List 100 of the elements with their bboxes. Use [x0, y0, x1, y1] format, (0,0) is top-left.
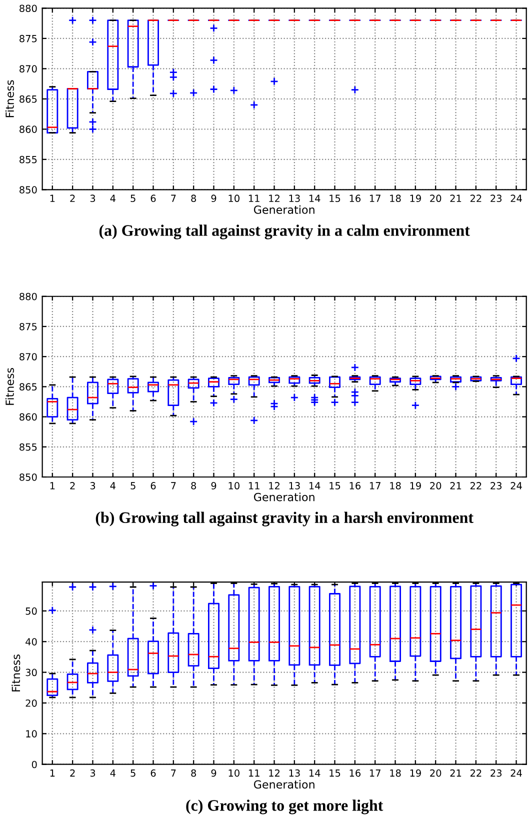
y-axis-title: Fitness [12, 654, 20, 692]
y-tick-label: 0 [32, 760, 37, 768]
x-tick-label: 19 [410, 769, 421, 777]
x-tick-label: 1 [50, 482, 55, 490]
x-tick-label: 12 [269, 769, 280, 777]
x-tick-label: 13 [289, 482, 300, 490]
x-tick-label: 20 [430, 769, 442, 777]
x-tick-label: 18 [390, 482, 401, 490]
x-tick-label: 11 [248, 482, 260, 490]
y-tick-label: 865 [20, 95, 37, 103]
y-tick-label: 880 [20, 4, 37, 12]
x-tick-label: 16 [350, 482, 360, 490]
x-tick-label: 8 [191, 194, 196, 202]
x-tick-label: 3 [90, 482, 96, 490]
x-tick-label: 13 [289, 194, 300, 202]
y-axis-title: Fitness [5, 368, 14, 405]
x-tick-label: 10 [228, 482, 240, 490]
x-tick-label: 17 [370, 194, 380, 202]
x-tick-label: 11 [248, 770, 260, 777]
x-tick-label: 16 [350, 769, 360, 777]
x-tick-label: 21 [450, 194, 462, 202]
x-tick-label: 14 [309, 770, 320, 777]
x-tick-label: 5 [130, 770, 136, 777]
x-tick-label: 4 [110, 482, 116, 490]
x-tick-label: 23 [490, 482, 502, 490]
x-tick-label: 21 [450, 482, 462, 490]
x-tick-label: 22 [470, 769, 482, 777]
x-tick-label: 9 [211, 482, 216, 490]
x-axis-title: Generation [254, 205, 314, 214]
x-tick-label: 1 [50, 194, 55, 202]
x-tick-label: 24 [510, 194, 522, 202]
x-tick-label: 7 [171, 194, 176, 202]
x-tick-label: 22 [470, 482, 482, 490]
x-tick-label: 15 [330, 482, 340, 490]
x-tick-label: 4 [110, 194, 116, 202]
x-axis-title: Generation [254, 492, 314, 502]
x-tick-label: 18 [390, 194, 401, 202]
text: (c) Growing to get more light [186, 800, 384, 814]
x-tick-label: 15 [330, 770, 340, 777]
x-tick-label: 8 [191, 769, 196, 777]
x-tick-label: 23 [490, 194, 502, 202]
x-tick-label: 12 [269, 482, 280, 490]
x-tick-label: 20 [430, 194, 442, 202]
x-tick-label: 17 [370, 482, 380, 490]
x-tick-label: 5 [130, 194, 136, 202]
x-tick-label: 14 [309, 194, 320, 202]
x-tick-label: 21 [450, 769, 462, 777]
x-tick-label: 20 [430, 482, 442, 490]
x-tick-label: 16 [350, 194, 360, 202]
x-tick-label: 5 [130, 482, 136, 490]
y-tick-label: 860 [20, 126, 37, 134]
x-tick-label: 10 [228, 769, 240, 777]
text: (b) Growing tall against gravity in a harsh environment [96, 512, 474, 526]
y-tick-label: 880 [20, 292, 37, 300]
x-tick-label: 12 [269, 194, 280, 202]
x-tick-label: 10 [228, 194, 240, 202]
x-tick-label: 19 [410, 194, 421, 202]
y-tick-label: 855 [20, 443, 37, 451]
y-tick-label: 850 [20, 473, 37, 481]
x-tick-label: 2 [70, 482, 75, 490]
x-tick-label: 15 [330, 194, 340, 202]
x-tick-label: 11 [248, 194, 260, 202]
x-tick-label: 22 [470, 194, 482, 202]
y-axis-title: Fitness [5, 80, 14, 118]
x-tick-label: 24 [510, 769, 522, 777]
y-tick-label: 875 [20, 34, 37, 42]
y-tick-label: 850 [20, 186, 37, 194]
x-tick-label: 2 [70, 194, 75, 202]
x-tick-label: 4 [110, 770, 116, 777]
x-tick-label: 6 [150, 194, 156, 202]
x-tick-label: 6 [150, 769, 156, 777]
y-tick-label: 875 [20, 322, 37, 330]
y-tick-label: 870 [20, 65, 37, 73]
text: (a) Growing tall against gravity in a calm environment [99, 224, 470, 240]
x-tick-label: 3 [90, 769, 96, 777]
x-tick-label: 24 [510, 482, 522, 490]
x-tick-label: 7 [171, 770, 176, 777]
y-tick-label: 50 [26, 607, 37, 615]
y-tick-label: 865 [20, 383, 37, 391]
x-tick-label: 8 [191, 482, 196, 490]
x-tick-label: 18 [390, 769, 401, 777]
y-tick-label: 10 [26, 730, 37, 738]
x-tick-label: 2 [70, 769, 75, 777]
y-tick-label: 860 [20, 413, 37, 421]
x-tick-label: 14 [309, 482, 320, 490]
x-tick-label: 13 [289, 769, 300, 777]
y-tick-label: 20 [26, 699, 37, 707]
x-tick-label: 17 [370, 770, 380, 777]
x-tick-label: 23 [490, 769, 502, 777]
x-tick-label: 9 [211, 769, 216, 777]
x-tick-label: 9 [211, 194, 216, 202]
y-tick-label: 870 [20, 353, 37, 360]
y-tick-label: 30 [26, 668, 37, 676]
x-tick-label: 3 [90, 194, 96, 202]
x-tick-label: 6 [150, 482, 156, 490]
y-tick-label: 855 [20, 156, 37, 164]
x-tick-label: 7 [171, 482, 176, 490]
x-axis-title: Generation [254, 780, 314, 789]
y-tick-label: 40 [26, 638, 37, 646]
x-tick-label: 1 [50, 770, 55, 777]
